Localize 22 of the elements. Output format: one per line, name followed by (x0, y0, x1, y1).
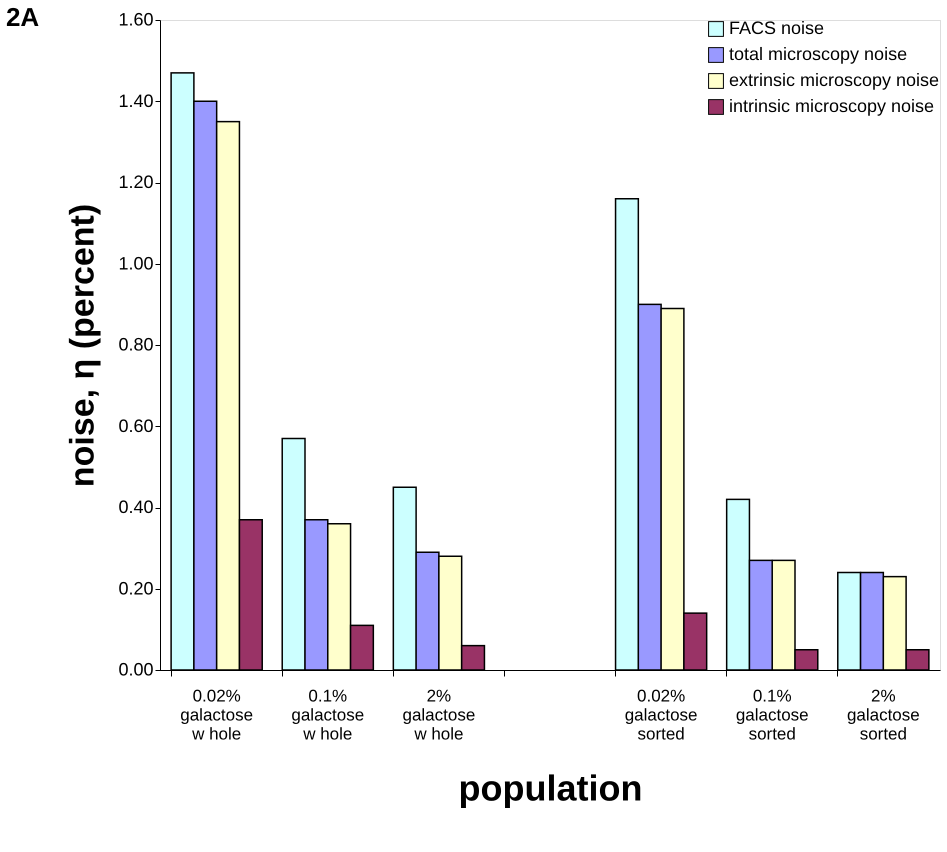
y-tick-label: 0.20 (118, 578, 154, 598)
x-tick-label: 2% galactose w hole (402, 686, 476, 744)
legend-label: intrinsic microscopy noise (729, 96, 934, 116)
y-tick-label: 0.80 (118, 334, 154, 354)
x-tick-label: 0.02% galactose w hole (180, 686, 254, 744)
y-tick-label: 0.00 (118, 660, 154, 680)
legend-label: total microscopy noise (729, 44, 908, 64)
legend-label: FACS noise (729, 18, 824, 38)
y-tick-label: 1.40 (118, 90, 154, 111)
x-tick-label: 0.02% galactose sorted (624, 686, 698, 744)
y-tick-label: 0.60 (118, 416, 154, 436)
y-axis-title: noise, η (percent) (63, 204, 102, 488)
x-tick-label: 2% galactose sorted (846, 686, 920, 744)
x-tick-label: 0.1% galactose w hole (291, 686, 364, 744)
y-tick-label: 1.60 (118, 10, 154, 30)
x-tick-label: 0.1% galactose sorted (736, 686, 809, 744)
legend-label: extrinsic microscopy noise (729, 70, 940, 90)
y-tick-label: 1.00 (118, 253, 154, 274)
chart-title: 2A (6, 2, 40, 32)
y-tick-label: 0.40 (118, 497, 154, 517)
x-axis-title: population (458, 768, 642, 808)
y-tick-label: 1.20 (118, 172, 154, 192)
